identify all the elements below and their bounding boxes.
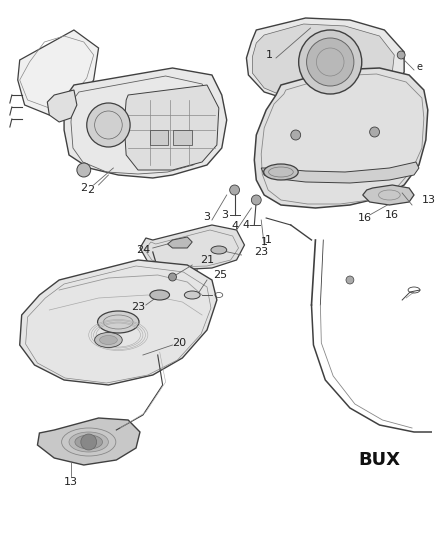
Polygon shape xyxy=(252,24,394,100)
Circle shape xyxy=(81,434,97,450)
Text: 23: 23 xyxy=(254,247,268,257)
Ellipse shape xyxy=(75,435,102,449)
Circle shape xyxy=(77,163,91,177)
Text: 2: 2 xyxy=(87,185,94,195)
Polygon shape xyxy=(363,185,414,205)
Polygon shape xyxy=(168,237,192,248)
Circle shape xyxy=(307,38,354,86)
Polygon shape xyxy=(247,18,404,105)
Text: BUX: BUX xyxy=(359,451,400,469)
Polygon shape xyxy=(140,225,244,270)
Text: 23: 23 xyxy=(131,302,145,312)
Ellipse shape xyxy=(95,333,122,348)
Text: 3: 3 xyxy=(204,212,211,222)
Polygon shape xyxy=(254,68,428,208)
Text: 16: 16 xyxy=(358,213,372,223)
Text: 24: 24 xyxy=(136,245,150,255)
Ellipse shape xyxy=(264,164,298,180)
Ellipse shape xyxy=(98,311,139,333)
Circle shape xyxy=(251,195,261,205)
Ellipse shape xyxy=(150,290,170,300)
Ellipse shape xyxy=(211,246,227,254)
Text: 1: 1 xyxy=(265,235,272,245)
Text: 3: 3 xyxy=(221,210,228,220)
Circle shape xyxy=(291,130,300,140)
Text: 16: 16 xyxy=(385,210,399,220)
Polygon shape xyxy=(367,96,389,112)
Text: 20: 20 xyxy=(172,338,187,348)
Text: 1: 1 xyxy=(261,237,268,247)
Polygon shape xyxy=(173,130,192,145)
Text: 25: 25 xyxy=(213,270,227,280)
Ellipse shape xyxy=(99,335,117,344)
Ellipse shape xyxy=(184,291,200,299)
Text: 13: 13 xyxy=(422,195,436,205)
Circle shape xyxy=(299,30,362,94)
Circle shape xyxy=(370,127,379,137)
Text: 4: 4 xyxy=(243,220,250,230)
Text: 4: 4 xyxy=(231,221,238,231)
Polygon shape xyxy=(18,30,99,115)
Text: 2: 2 xyxy=(80,183,87,193)
Polygon shape xyxy=(150,130,168,145)
Polygon shape xyxy=(38,418,140,465)
Text: e: e xyxy=(417,62,423,72)
Ellipse shape xyxy=(69,432,109,452)
Circle shape xyxy=(346,276,354,284)
Polygon shape xyxy=(47,90,77,122)
Text: 21: 21 xyxy=(200,255,214,265)
Circle shape xyxy=(397,51,405,59)
Text: 1: 1 xyxy=(265,50,272,60)
Polygon shape xyxy=(20,260,217,385)
Circle shape xyxy=(87,103,130,147)
Polygon shape xyxy=(261,162,419,183)
Polygon shape xyxy=(64,68,227,178)
Circle shape xyxy=(230,185,240,195)
Circle shape xyxy=(169,273,177,281)
Polygon shape xyxy=(124,85,219,170)
Text: 13: 13 xyxy=(64,477,78,487)
